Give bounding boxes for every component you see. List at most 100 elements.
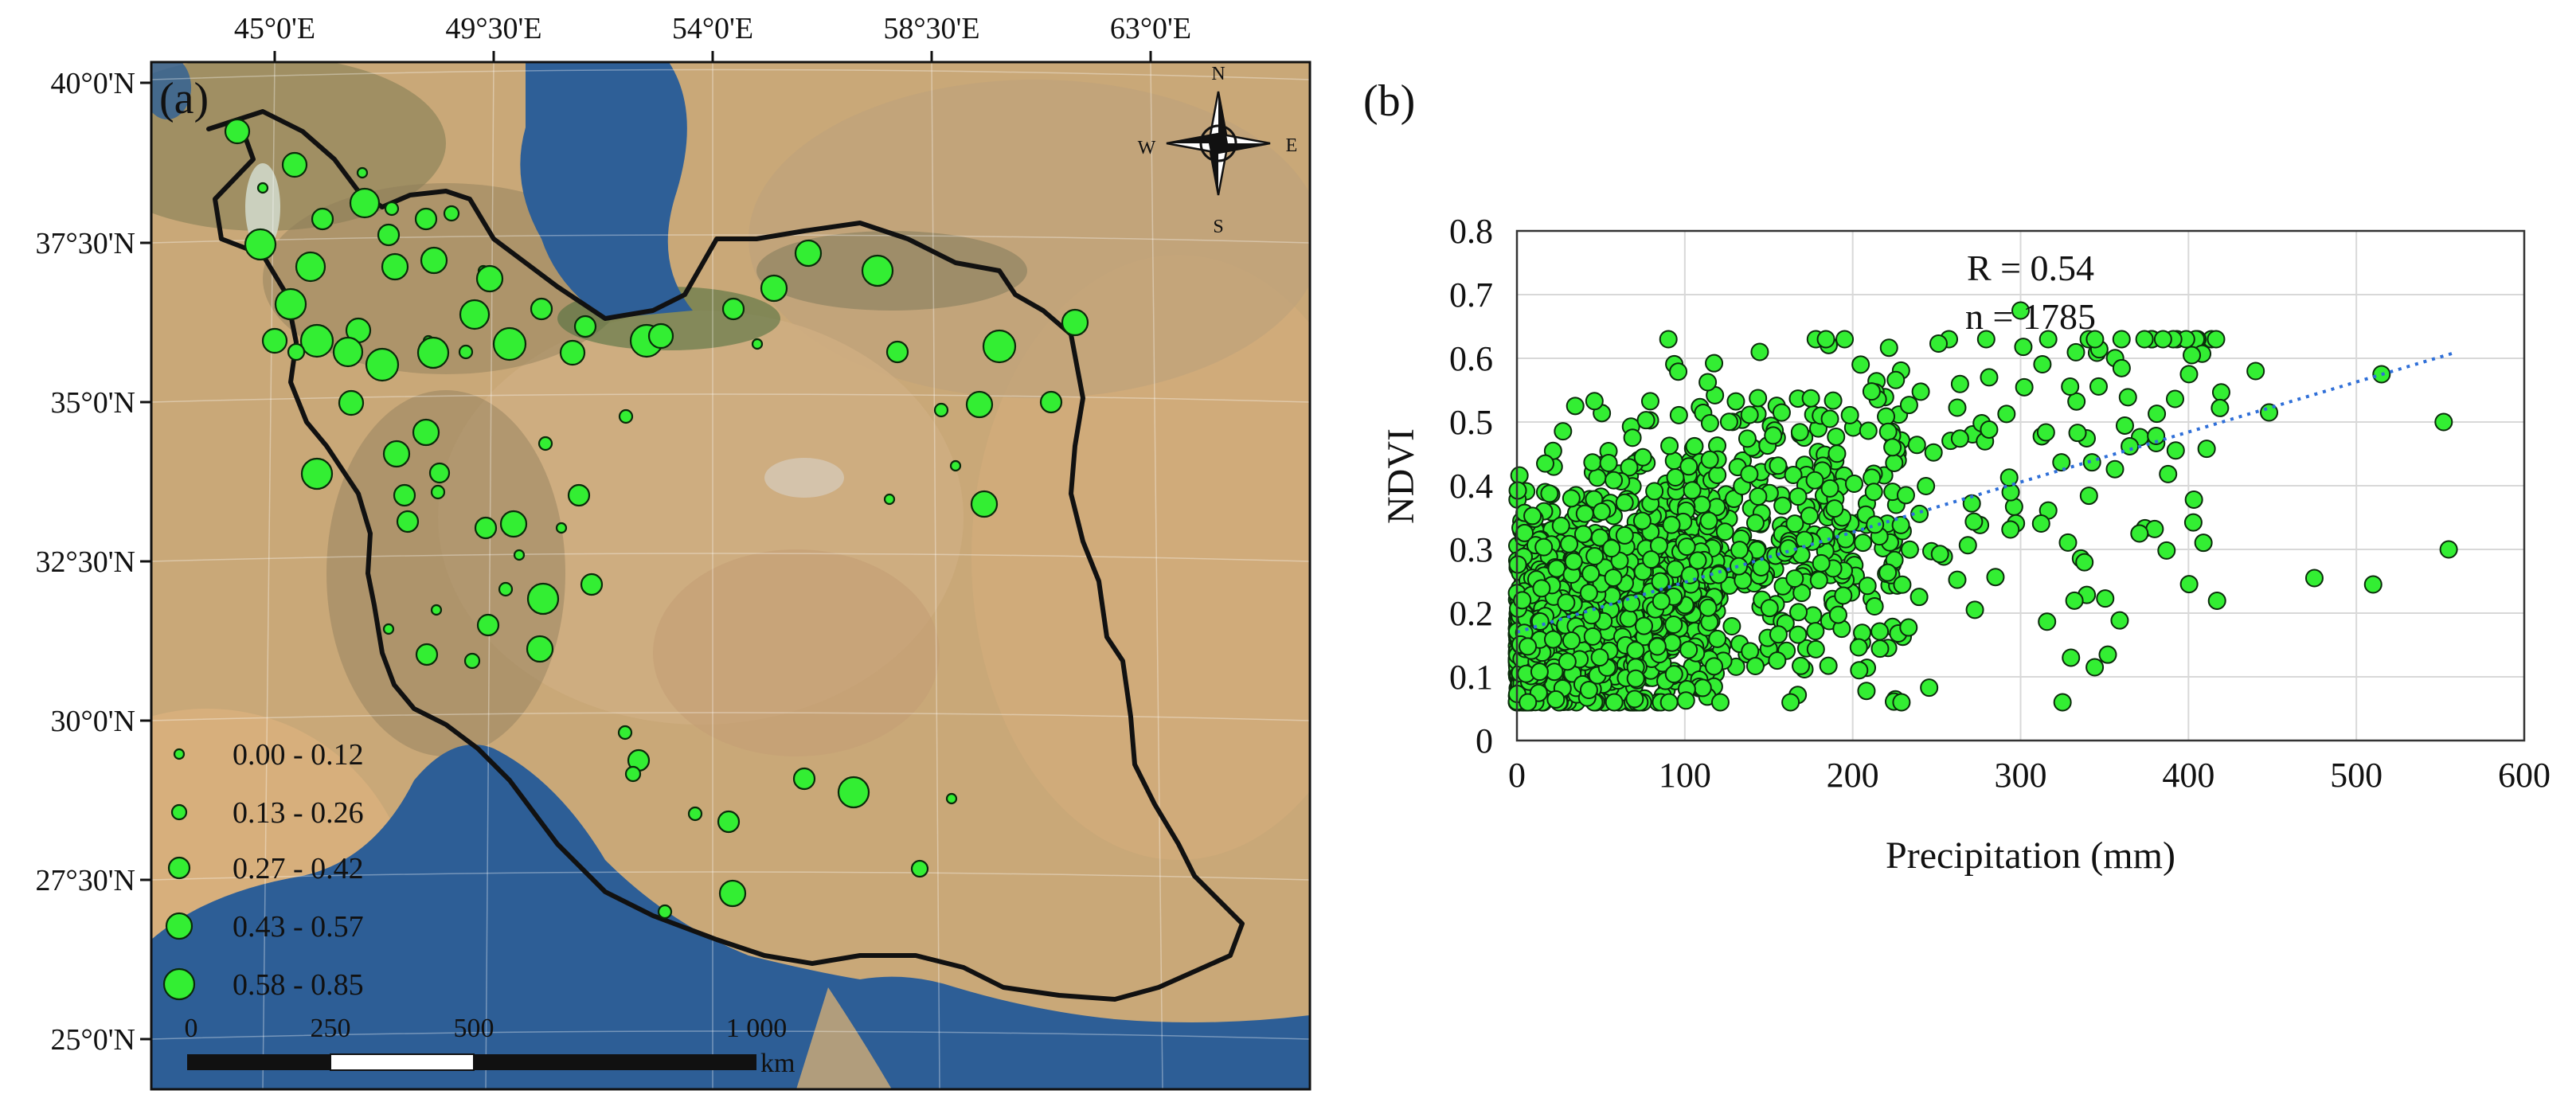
data-point [2304, 569, 2324, 588]
data-point [1885, 453, 1904, 472]
data-point [1924, 443, 1943, 462]
y-tick-0.4: 0.4 [1449, 467, 1493, 506]
data-point [1620, 458, 1639, 477]
data-point [2066, 342, 2085, 362]
y-tick-0.6: 0.6 [1449, 339, 1493, 378]
data-point [1615, 493, 1634, 512]
data-point [2082, 453, 2101, 472]
lat-tick-1: 40°0'N [51, 67, 136, 100]
annotation-n: n = 1785 [1965, 296, 2096, 337]
data-point [2001, 520, 2020, 539]
data-point [1738, 429, 1757, 448]
data-point [1532, 579, 1551, 598]
data-point [1636, 411, 1655, 430]
lat-tick-3: 35°0'N [51, 386, 136, 420]
data-point [1669, 405, 1688, 424]
lon-tick-1: 45°0'E [234, 12, 315, 45]
data-point [1785, 569, 1804, 588]
data-point [2089, 377, 2108, 396]
data-point [1801, 389, 1820, 408]
data-point [1877, 407, 1896, 426]
data-point [1930, 545, 1949, 564]
data-point [1664, 665, 1683, 684]
data-point [1547, 559, 1566, 578]
legend-symbol-5 [162, 967, 196, 1001]
data-point [1543, 630, 1562, 649]
data-point [2157, 541, 2176, 560]
data-point [1562, 631, 1581, 651]
north-arrow-icon: N S E W [1138, 64, 1298, 237]
compass-e: E [1286, 135, 1298, 156]
annotation-r: R = 0.54 [1967, 248, 2094, 288]
data-point [1749, 389, 1768, 408]
legend-symbol-1 [173, 748, 186, 760]
y-tick-0.5: 0.5 [1449, 403, 1493, 442]
data-point [1705, 657, 1724, 676]
data-point [2038, 612, 2057, 631]
data-point [1950, 374, 1969, 393]
data-point [1725, 490, 1744, 509]
data-point [1599, 454, 1618, 473]
data-point [1857, 682, 1876, 701]
data-point [1710, 693, 1730, 712]
data-point [1964, 512, 1984, 531]
data-point [1859, 421, 1878, 440]
y-tick-0: 0 [1476, 721, 1493, 760]
data-point [1835, 330, 1855, 349]
data-point [1530, 662, 1549, 682]
data-point [2062, 648, 2081, 667]
data-point [1554, 422, 1573, 441]
data-point [1891, 515, 1910, 534]
data-point [1560, 534, 1579, 553]
data-point [2085, 658, 2105, 677]
data-point [1677, 537, 1696, 557]
data-point [1806, 639, 1825, 659]
data-point [1625, 690, 1644, 709]
country-border [206, 109, 1245, 1002]
data-point [2197, 440, 2216, 459]
data-point [1836, 530, 1855, 549]
legend-label-1: 0.00 - 0.12 [233, 738, 364, 772]
data-point [1788, 625, 1808, 644]
data-point [1519, 637, 1538, 656]
data-point [1590, 648, 1609, 667]
data-point [1519, 693, 1538, 712]
data-point [2075, 553, 2094, 572]
data-point [2148, 404, 2167, 424]
lon-tick-5: 63°0'E [1110, 12, 1191, 45]
data-point [1809, 571, 1828, 590]
data-point [1858, 576, 1877, 596]
data-point [2194, 533, 2213, 553]
scale-label-500: 500 [454, 1014, 494, 1043]
station-points [224, 118, 1089, 920]
lat-tick-6: 27°30'N [36, 864, 136, 897]
data-point [2112, 330, 2131, 349]
data-point [1666, 468, 1685, 487]
data-point [2036, 423, 2055, 442]
data-point [1749, 487, 1768, 506]
data-point [2153, 330, 2172, 349]
data-point [1920, 678, 1939, 698]
data-point [2184, 490, 2203, 509]
data-point [1583, 453, 1602, 472]
data-point [1976, 330, 1996, 349]
data-point [2135, 330, 2154, 349]
satellite-basemap [151, 62, 1310, 1089]
data-point [1785, 514, 1804, 533]
data-point [1664, 616, 1683, 635]
data-point [1816, 330, 1835, 349]
map-panel: N S E W 0.00 - 0.12 0.13 - 0.26 0.27 - 0… [36, 12, 1311, 1091]
lat-tick-2: 37°30'N [36, 227, 136, 260]
data-point [2211, 398, 2230, 417]
data-point [1911, 382, 1930, 401]
data-point [1626, 669, 1645, 688]
data-point [2058, 533, 2078, 552]
data-point [1557, 593, 1576, 612]
data-point [1999, 468, 2019, 487]
data-point [2065, 591, 2084, 610]
data-point [1878, 563, 1898, 582]
data-point [1562, 489, 1581, 508]
data-point [1886, 370, 1906, 389]
data-point [1648, 637, 1667, 656]
data-point [1523, 506, 1542, 526]
